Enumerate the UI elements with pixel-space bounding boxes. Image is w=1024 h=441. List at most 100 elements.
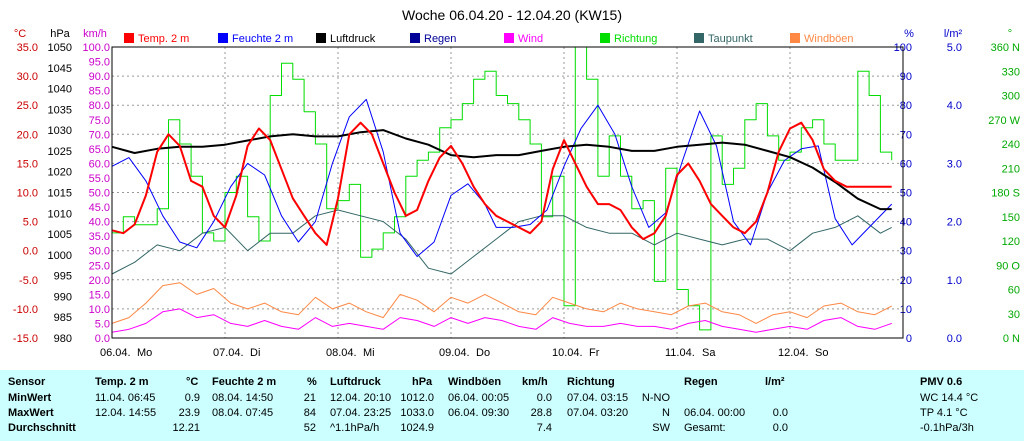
stats-cell: 11.04. 06:45 bbox=[95, 392, 156, 404]
legend-label: Feuchte 2 m bbox=[232, 33, 293, 45]
stats-header-temp: Temp. 2 m bbox=[95, 376, 149, 388]
axis-tick-label: 90 O bbox=[996, 260, 1020, 272]
stats-cell: 0.0 bbox=[772, 407, 788, 419]
axis-tick-label: 1.0 bbox=[947, 275, 962, 287]
axis-tick-label: 60.0 bbox=[89, 158, 110, 170]
axis-unit-label: % bbox=[904, 28, 914, 40]
axis-tick-label: 180 S bbox=[991, 188, 1020, 200]
legend-label: Luftdruck bbox=[330, 33, 376, 45]
axis-tick-label: 15.0 bbox=[89, 289, 110, 301]
axis-tick-label: 75.0 bbox=[89, 115, 110, 127]
stats-cell: 08.04. 07:45 bbox=[212, 407, 274, 419]
stats-cell: WC 14.4 °C bbox=[920, 392, 979, 404]
axis-tick-label: 980 bbox=[54, 333, 72, 345]
axis-tick-label: 1035 bbox=[48, 104, 72, 116]
axis-tick-label: 270 W bbox=[988, 115, 1020, 127]
legend-swatch bbox=[504, 33, 514, 43]
stats-cell: 28.8 bbox=[530, 407, 552, 419]
stats-row-label: MaxWert bbox=[8, 407, 54, 419]
x-tick-label: 12.04. bbox=[778, 347, 809, 359]
stats-header-luftdruck: Luftdruck bbox=[330, 376, 381, 388]
axis-tick-label: 10.0 bbox=[17, 188, 38, 200]
axes: 35.0 30.0 25.0 20.0 15.0 10.0 5.0 0.0 -5.0 -10.0 -… bbox=[13, 28, 1021, 359]
x-tick-label: 10.04. bbox=[552, 347, 583, 359]
series-feuchte-2-m bbox=[111, 98, 893, 257]
axis-tick-label: 1005 bbox=[48, 229, 72, 241]
stats-cell: 1024.9 bbox=[400, 422, 434, 434]
axis-tick-label: 20.0 bbox=[89, 275, 110, 287]
stats-header-regen: Regen bbox=[684, 376, 718, 388]
axis-tick-label: 120 bbox=[1002, 236, 1020, 248]
stats-cell: 08.04. 14:50 bbox=[212, 392, 274, 404]
axis-tick-label: 20.0 bbox=[17, 129, 38, 141]
axis-unit-label: ° bbox=[1008, 28, 1012, 40]
series-richtung bbox=[112, 46, 893, 331]
axis-tick-label: 30 bbox=[1008, 309, 1020, 321]
stats-table: Sensor Temp. 2 m °C Feuchte 2 m % Luftdr… bbox=[0, 370, 1024, 441]
stats-header-richtung: Richtung bbox=[567, 376, 615, 388]
axis-tick-label: -10.0 bbox=[13, 304, 38, 316]
stats-header-windboeen: Windböen bbox=[448, 376, 502, 388]
axis-tick-label: -15.0 bbox=[13, 333, 38, 345]
x-day-label: Di bbox=[250, 347, 260, 359]
stats-header-pmv: PMV 0.6 bbox=[920, 376, 963, 388]
stats-cell: 23.9 bbox=[178, 407, 200, 419]
stats-header-luftdruck-unit: hPa bbox=[412, 376, 433, 388]
legend-label: Regen bbox=[424, 33, 456, 45]
stats-cell: 21 bbox=[303, 392, 316, 404]
series-wind bbox=[111, 308, 892, 333]
stats-cell: 06.04. 00:05 bbox=[448, 392, 510, 404]
stats-cell: 0.9 bbox=[184, 392, 200, 404]
axis-tick-label: 30.0 bbox=[89, 246, 110, 258]
stats-header-sensor: Sensor bbox=[8, 376, 46, 388]
weather-chart: Woche 06.04.20 - 12.04.20 (KW15) Temp. 2… bbox=[13, 7, 1021, 359]
stats-cell: 7.4 bbox=[536, 422, 552, 434]
axis-tick-label: 60 bbox=[1008, 285, 1020, 297]
stats-header-temp-unit: °C bbox=[186, 376, 199, 388]
axis-tick-label: 90 bbox=[900, 71, 912, 83]
axis-tick-label: 1020 bbox=[48, 167, 72, 179]
axis-tick-label: 50 bbox=[900, 188, 912, 200]
legend-label: Richtung bbox=[614, 33, 657, 45]
legend: Temp. 2 m Feuchte 2 m Luftdruck Regen Wind Ri… bbox=[124, 33, 854, 45]
axis-tick-label: 50.0 bbox=[89, 188, 110, 200]
axis-tick-label: -5.0 bbox=[19, 275, 38, 287]
plot-frame bbox=[111, 46, 904, 339]
axis-tick-label: 45.0 bbox=[89, 202, 110, 214]
axis-tick-label: 35.0 bbox=[89, 231, 110, 243]
stats-cell: TP 4.1 °C bbox=[920, 407, 968, 419]
x-day-label: Mi bbox=[363, 347, 375, 359]
stats-cell: N-NO bbox=[641, 392, 670, 404]
axis-tick-label: 5.0 bbox=[95, 318, 110, 330]
axis-tick-label: 65.0 bbox=[89, 144, 110, 156]
legend-swatch bbox=[694, 33, 704, 43]
axis-tick-label: 0 N bbox=[1003, 333, 1020, 345]
x-day-label: Do bbox=[476, 347, 490, 359]
chart-title: Woche 06.04.20 - 12.04.20 (KW15) bbox=[402, 7, 622, 23]
axis-tick-label: 240 bbox=[1002, 139, 1020, 151]
x-day-label: Fr bbox=[589, 347, 600, 359]
x-tick-label: 07.04. bbox=[213, 347, 244, 359]
axis-tick-label: 70 bbox=[900, 129, 912, 141]
axis-tick-label: 1025 bbox=[48, 146, 72, 158]
stats-row-label: MinWert bbox=[8, 392, 52, 404]
legend-swatch bbox=[124, 33, 134, 43]
axis-tick-label: 0 bbox=[906, 333, 912, 345]
axis-tick-label: 330 bbox=[1002, 66, 1020, 78]
x-day-label: Sa bbox=[702, 347, 716, 359]
axis-tick-label: 70.0 bbox=[89, 129, 110, 141]
legend-label: Wind bbox=[518, 33, 543, 45]
legend-swatch bbox=[218, 33, 228, 43]
axis-tick-label: 2.0 bbox=[947, 217, 962, 229]
legend-swatch bbox=[316, 33, 326, 43]
axis-tick-label: 1000 bbox=[48, 250, 72, 262]
x-day-label: So bbox=[815, 347, 828, 359]
axis-tick-label: 360 N bbox=[991, 42, 1020, 54]
series-temp-2-m bbox=[111, 121, 892, 246]
series-windb-en bbox=[111, 282, 892, 324]
stats-cell: 0.0 bbox=[772, 422, 788, 434]
axis-tick-label: 15.0 bbox=[17, 158, 38, 170]
x-tick-label: 09.04. bbox=[439, 347, 470, 359]
series-layer bbox=[111, 46, 893, 339]
axis-tick-label: 10 bbox=[900, 304, 912, 316]
